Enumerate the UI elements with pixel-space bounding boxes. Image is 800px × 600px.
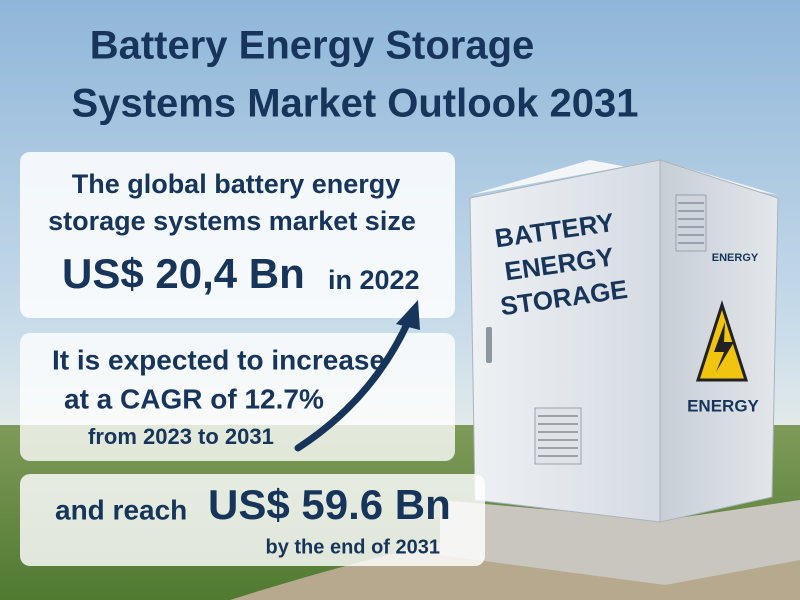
cabinet-front-label: BATTERY ENERGY STORAGE: [493, 207, 629, 321]
cabinet-base: [440, 500, 800, 585]
growth-line: from 2023 to 2031: [88, 424, 274, 449]
market-size-year: in 2022: [328, 265, 420, 295]
market-size-panel: [20, 152, 455, 318]
side-vent: [675, 194, 707, 252]
forecast-panel: [20, 474, 485, 566]
market-size-line: The global battery energy: [72, 169, 401, 199]
growth-line: at a CAGR of 12.7%: [64, 383, 324, 414]
cabinet-top: [470, 160, 778, 195]
forecast-note: by the end of 2031: [266, 536, 441, 558]
growth-arrowhead: [396, 300, 420, 330]
growth-arrow: [294, 318, 412, 452]
title-line: Battery Energy Storage: [90, 24, 535, 68]
door-handle: [486, 327, 492, 363]
title-line: Systems Market Outlook 2031: [72, 82, 639, 126]
forecast-prefix: and reach: [55, 494, 187, 525]
market-size-value: US$ 20,4 Bn: [62, 250, 305, 297]
forecast-value: US$ 59.6 Bn: [208, 481, 451, 528]
growth-panel: [20, 333, 455, 461]
front-vent: [534, 407, 582, 465]
cabinet-side-label: ENERGY: [712, 252, 759, 264]
growth-line: It is expected to increase: [52, 344, 385, 375]
market-size-line: storage systems market size: [48, 206, 416, 236]
lightning-icon: [714, 322, 734, 372]
warning-label: ENERGY: [687, 396, 759, 415]
